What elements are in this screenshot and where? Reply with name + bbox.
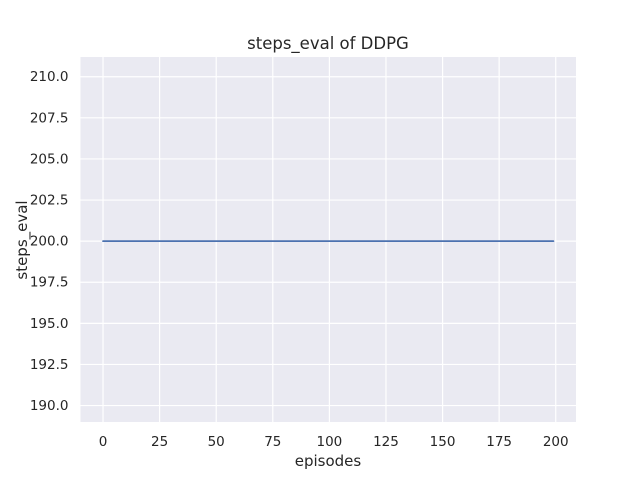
x-tick-label: 125 — [373, 434, 399, 450]
plot-area — [80, 57, 576, 422]
y-tick-label: 210.0 — [30, 69, 69, 85]
x-tick-label: 75 — [264, 434, 281, 450]
y-tick-label: 207.5 — [30, 110, 69, 126]
x-tick-label: 175 — [486, 434, 512, 450]
y-tick-label: 190.0 — [30, 398, 69, 414]
x-tick-label: 200 — [543, 434, 569, 450]
x-axis-label: episodes — [294, 452, 362, 470]
y-tick-label: 200.0 — [30, 234, 69, 250]
y-axis-label: steps_eval — [13, 200, 31, 280]
y-tick-label: 192.5 — [30, 357, 69, 373]
x-tick-label: 150 — [430, 434, 456, 450]
chart-title: steps_eval of DDPG — [247, 34, 409, 53]
y-tick-label: 202.5 — [30, 193, 69, 209]
y-tick-label: 195.0 — [30, 316, 69, 332]
x-tick-label: 0 — [99, 434, 108, 450]
x-tick-label: 50 — [208, 434, 225, 450]
x-tick-label: 100 — [316, 434, 342, 450]
x-tick-label: 25 — [151, 434, 168, 450]
y-tick-label: 197.5 — [30, 275, 69, 291]
y-tick-label: 205.0 — [30, 151, 69, 167]
